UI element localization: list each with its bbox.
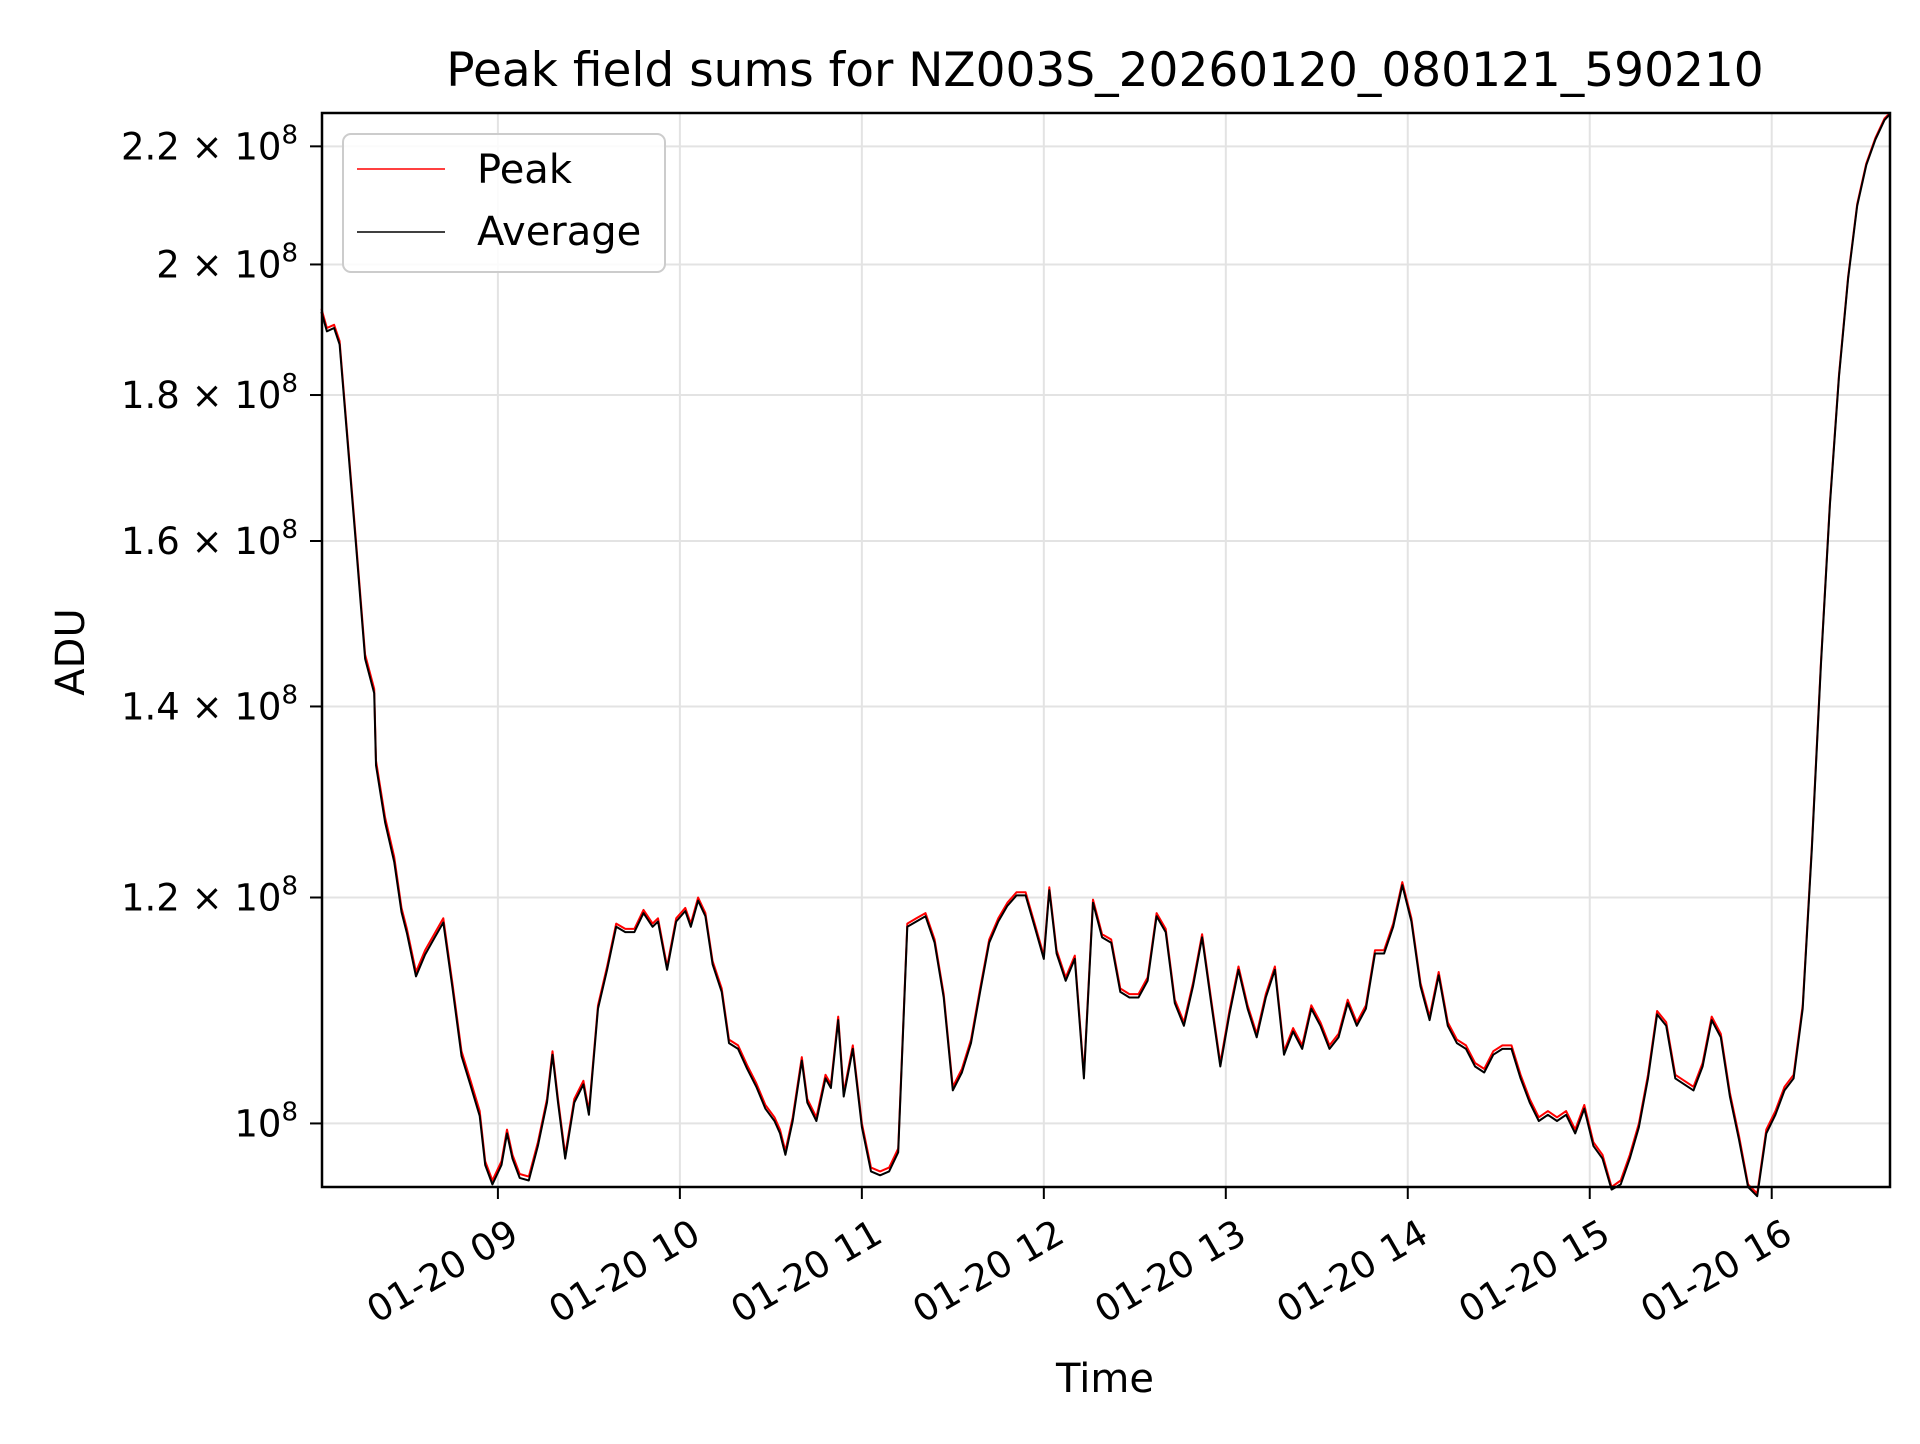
y-tick-label-main: 1.8 × 10 xyxy=(121,374,281,417)
y-tick-label-exponent: 8 xyxy=(281,238,298,268)
y-tick-label-exponent: 8 xyxy=(281,680,298,710)
plot-frame xyxy=(320,111,1892,1189)
legend: Peak Average xyxy=(342,133,666,273)
y-tick-label: 1.8 × 108 xyxy=(121,369,298,417)
y-tick-label: 1.6 × 108 xyxy=(121,515,298,563)
y-tick-label-main: 2.2 × 10 xyxy=(121,125,281,168)
y-tick-label-exponent: 8 xyxy=(281,1097,298,1127)
chart-title: Peak field sums for NZ003S_20260120_0801… xyxy=(446,43,1763,98)
y-tick-label-main: 1.6 × 10 xyxy=(121,520,281,563)
y-tick-label-exponent: 8 xyxy=(281,515,298,545)
grid xyxy=(322,113,1890,1187)
legend-label-average: Average xyxy=(477,209,641,255)
y-tick-label-exponent: 8 xyxy=(281,369,298,399)
legend-label-peak: Peak xyxy=(477,147,573,193)
y-tick-label: 2 × 108 xyxy=(156,238,298,286)
y-tick-label: 2.2 × 108 xyxy=(121,120,298,168)
y-tick-label-exponent: 8 xyxy=(281,871,298,901)
y-axis-label: ADU xyxy=(48,608,94,695)
y-tick-label: 1.2 × 108 xyxy=(121,871,298,919)
y-tick-label-main: 1.4 × 10 xyxy=(121,685,281,728)
y-tick-label: 108 xyxy=(234,1097,298,1145)
y-tick-label-exponent: 8 xyxy=(281,120,298,150)
y-tick-label: 1.4 × 108 xyxy=(121,680,298,728)
x-axis-label: Time xyxy=(1055,1356,1154,1402)
y-tick-label-main: 10 xyxy=(234,1102,281,1145)
y-tick-label-main: 1.2 × 10 xyxy=(121,876,281,919)
y-tick-label-main: 2 × 10 xyxy=(156,243,281,286)
